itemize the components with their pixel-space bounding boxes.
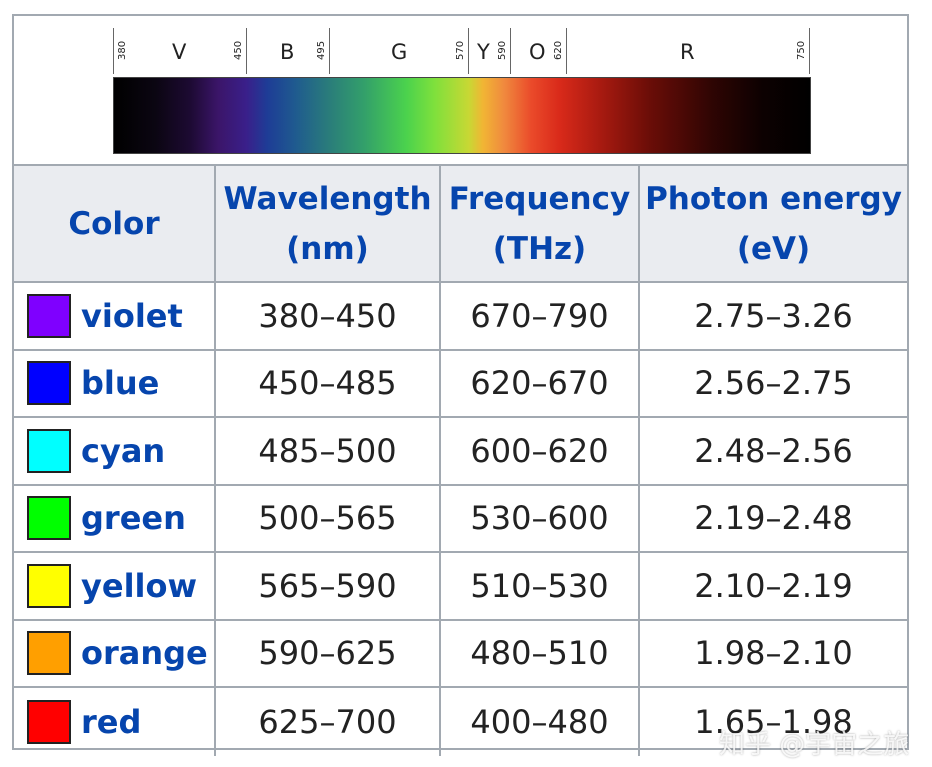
tick-line	[566, 28, 567, 74]
color-cell: blue	[14, 351, 214, 417]
color-cell: green	[14, 486, 214, 552]
color-cell: yellow	[14, 553, 214, 619]
header-energy: Photon energy (eV)	[638, 166, 907, 281]
band-label-red: R	[680, 40, 695, 64]
wavelength-cell: 450–485	[214, 350, 439, 416]
table-row: blue 450–485 620–670 2.56–2.75	[14, 350, 907, 418]
header-frequency-label: Frequency	[448, 180, 631, 217]
wavelength-cell: 625–700	[214, 688, 439, 756]
energy-cell: 2.75–3.26	[638, 283, 907, 349]
color-swatch	[27, 631, 71, 676]
header-wavelength-unit: (nm)	[286, 230, 369, 267]
header-energy-unit: (eV)	[736, 230, 811, 267]
header-frequency: Frequency (THz)	[439, 166, 638, 281]
color-name-link[interactable]: violet	[81, 296, 183, 335]
color-swatch	[27, 361, 71, 406]
color-cell: cyan	[14, 418, 214, 484]
frequency-cell: 480–510	[439, 620, 638, 686]
frequency-cell: 600–620	[439, 418, 638, 484]
tick-line	[809, 28, 810, 74]
color-name-link[interactable]: red	[81, 702, 142, 741]
header-frequency-unit: (THz)	[492, 230, 587, 267]
wavelength-cell: 485–500	[214, 418, 439, 484]
header-energy-label: Photon energy	[645, 180, 902, 217]
tick-label-380: 380	[117, 40, 128, 60]
color-cell: red	[14, 688, 214, 756]
energy-cell: 1.98–2.10	[638, 620, 907, 686]
tick-label-495: 495	[316, 40, 327, 60]
spectrum-header: 380 450 495 570 590 620 750 V B G Y O R	[14, 16, 907, 166]
frequency-cell: 670–790	[439, 283, 638, 349]
color-name-link[interactable]: yellow	[81, 566, 198, 605]
tick-label-620: 620	[553, 40, 564, 60]
wavelength-cell: 590–625	[214, 620, 439, 686]
energy-cell: 2.10–2.19	[638, 553, 907, 619]
table-row: cyan 485–500 600–620 2.48–2.56	[14, 418, 907, 486]
table-row: red 625–700 400–480 1.65–1.98	[14, 688, 907, 756]
frequency-cell: 530–600	[439, 485, 638, 551]
energy-cell: 2.48–2.56	[638, 418, 907, 484]
color-name-link[interactable]: blue	[81, 364, 160, 403]
color-cell: violet	[14, 283, 214, 349]
band-label-green: G	[391, 40, 408, 64]
header-color-label: Color	[68, 205, 160, 242]
color-swatch	[27, 496, 71, 541]
tick-line	[329, 28, 330, 74]
frequency-cell: 400–480	[439, 688, 638, 756]
energy-cell: 1.65–1.98	[638, 688, 907, 756]
frequency-cell: 620–670	[439, 350, 638, 416]
watermark: 知乎 @宇宙之旅	[719, 730, 910, 760]
energy-cell: 2.56–2.75	[638, 350, 907, 416]
table-row: violet 380–450 670–790 2.75–3.26	[14, 283, 907, 351]
band-label-orange: O	[529, 40, 546, 64]
color-swatch	[27, 563, 71, 608]
color-swatch	[27, 428, 71, 473]
color-spectrum-table: 380 450 495 570 590 620 750 V B G Y O R …	[12, 14, 909, 760]
tick-label-450: 450	[233, 40, 244, 60]
tick-label-570: 570	[455, 40, 466, 60]
header-color: Color	[14, 166, 214, 281]
color-swatch	[27, 293, 71, 338]
table-row: yellow 565–590 510–530 2.10–2.19	[14, 553, 907, 621]
wavelength-cell: 500–565	[214, 485, 439, 551]
tick-line	[468, 28, 469, 74]
tick-line	[113, 28, 114, 74]
wavelength-cell: 380–450	[214, 283, 439, 349]
table-row: green 500–565 530–600 2.19–2.48	[14, 485, 907, 553]
tick-line	[510, 28, 511, 74]
color-name-link[interactable]: orange	[81, 634, 208, 673]
color-cell: orange	[14, 621, 214, 687]
header-row: Color Wavelength (nm) Frequency (THz) Ph…	[14, 166, 907, 283]
band-label-yellow: Y	[477, 40, 490, 64]
header-wavelength-label: Wavelength	[223, 180, 432, 217]
color-swatch	[27, 699, 71, 744]
tick-label-590: 590	[497, 40, 508, 60]
color-name-link[interactable]: cyan	[81, 431, 166, 470]
spectrum-gradient-bar	[113, 77, 811, 154]
energy-cell: 2.19–2.48	[638, 485, 907, 551]
color-name-link[interactable]: green	[81, 499, 186, 538]
band-label-blue: B	[280, 40, 295, 64]
table-row: orange 590–625 480–510 1.98–2.10	[14, 620, 907, 688]
frequency-cell: 510–530	[439, 553, 638, 619]
header-wavelength: Wavelength (nm)	[214, 166, 439, 281]
tick-line	[246, 28, 247, 74]
band-label-violet: V	[172, 40, 187, 64]
wavelength-cell: 565–590	[214, 553, 439, 619]
tick-label-750: 750	[796, 40, 807, 60]
